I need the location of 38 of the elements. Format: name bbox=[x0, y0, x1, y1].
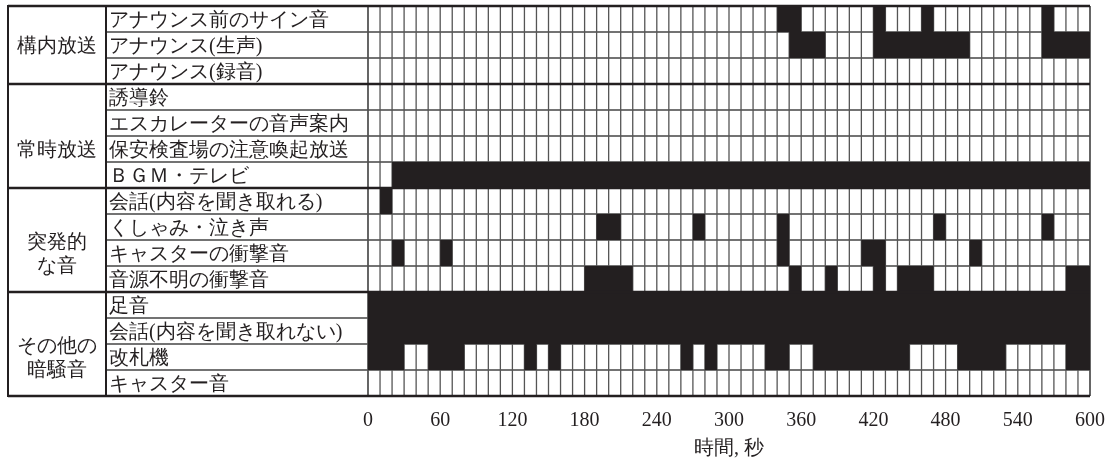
x-tick-label: 420 bbox=[858, 408, 889, 430]
y2-tick-label: 突発的な音 bbox=[27, 230, 87, 276]
x-tick-label: 600 bbox=[1075, 408, 1105, 430]
y-tick-label: ＢＧＭ・テレビ bbox=[109, 164, 250, 186]
bar bbox=[692, 214, 705, 240]
x-axis-title: 時間, 秒 bbox=[694, 436, 764, 458]
y-tick-label: 誘導鈴 bbox=[109, 86, 169, 108]
y-tick-label: アナウンス(録音) bbox=[109, 60, 263, 83]
y-tick-label: 改札機 bbox=[109, 346, 169, 368]
x-tick-label: 240 bbox=[641, 408, 672, 430]
x-tick-label: 540 bbox=[1002, 408, 1033, 430]
bar bbox=[596, 214, 621, 240]
bar bbox=[1041, 214, 1054, 240]
y-tick-label: アナウンス(生声) bbox=[109, 34, 263, 57]
x-tick-label: 60 bbox=[430, 408, 451, 430]
bar bbox=[933, 214, 946, 240]
y-tick-label: 音源不明の衝撃音 bbox=[109, 268, 269, 290]
y-tick-label: 保安検査場の注意喚起放送 bbox=[109, 138, 349, 160]
x-tick-label: 360 bbox=[786, 408, 817, 430]
x-tick-label: 0 bbox=[363, 408, 373, 430]
x-tick-label: 300 bbox=[714, 408, 744, 430]
y-tick-label: キャスター音 bbox=[109, 372, 229, 394]
y-tick-label: 会話(内容を聞き取れない) bbox=[109, 320, 343, 343]
y-tick-label: 会話(内容を聞き取れる) bbox=[109, 190, 323, 213]
bar bbox=[440, 240, 453, 266]
x-tick-label: 480 bbox=[930, 408, 961, 430]
y2-tick-label: その他の暗騒音 bbox=[17, 334, 97, 380]
x-tick-label: 120 bbox=[497, 408, 528, 430]
bar bbox=[392, 240, 405, 266]
x-tick-label: 180 bbox=[569, 408, 600, 430]
y-tick-label: アナウンス前のサイン音 bbox=[109, 8, 329, 30]
y2-tick-label: 常時放送 bbox=[17, 138, 97, 160]
y-tick-label: キャスターの衝撃音 bbox=[109, 242, 289, 264]
y-tick-label: エスカレーターの音声案内 bbox=[109, 112, 349, 134]
bar bbox=[969, 240, 982, 266]
y2-tick-label: 構内放送 bbox=[17, 34, 97, 56]
y-tick-label: 足音 bbox=[109, 294, 149, 316]
y-tick-label: くしゃみ・泣き声 bbox=[109, 216, 269, 238]
